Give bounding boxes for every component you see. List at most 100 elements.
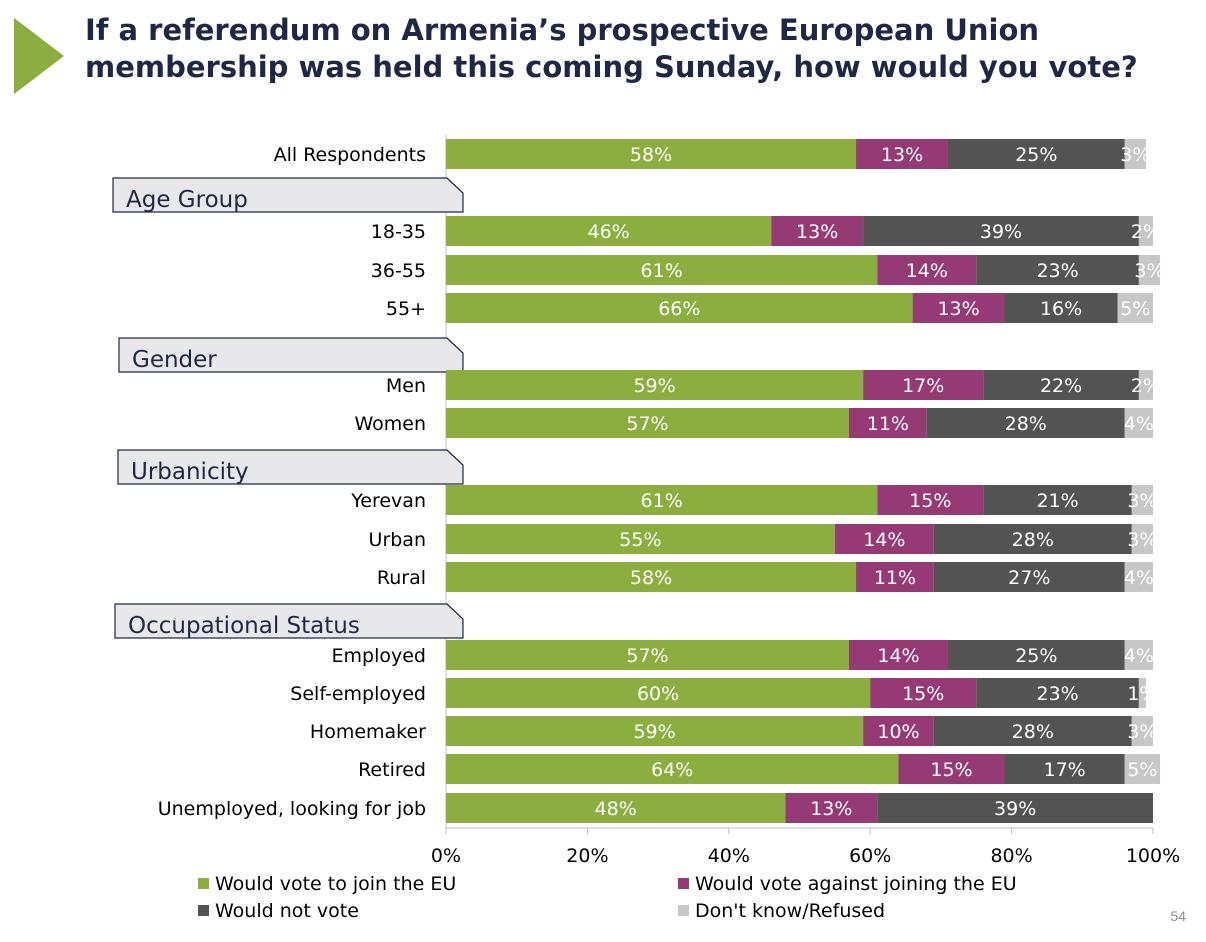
data-label-join: 61% — [641, 260, 683, 282]
bar-segment-against — [912, 293, 1005, 323]
bar-segment-join — [446, 139, 857, 169]
bar-segment-not-vote — [947, 139, 1125, 169]
x-tick-label: 0% — [431, 845, 461, 867]
row-label: Women — [354, 413, 426, 435]
data-label-not-vote: 28% — [1012, 529, 1054, 551]
data-label-join: 58% — [630, 144, 672, 166]
data-label-dont-know: 3% — [1127, 529, 1157, 551]
group-header-box — [117, 449, 464, 485]
row-label: Men — [386, 375, 426, 397]
bar-segment-join — [446, 485, 878, 515]
bar-segment-dont-know — [1138, 255, 1161, 285]
bar-segment-join — [446, 716, 864, 746]
data-label-dont-know: 2% — [1131, 221, 1161, 243]
bar-segment-against — [848, 408, 927, 438]
bar-segment-join — [446, 524, 835, 554]
bar-segment-not-vote — [976, 255, 1139, 285]
bar-segment-not-vote — [983, 370, 1139, 400]
bar-segment-against — [877, 485, 984, 515]
bar-segment-not-vote — [877, 793, 1153, 823]
row-label: Rural — [377, 567, 426, 589]
row-label: All Respondents — [274, 144, 426, 166]
data-label-against: 15% — [930, 759, 972, 781]
arrow-shape — [14, 18, 64, 94]
data-label-not-vote: 22% — [1040, 375, 1082, 397]
legend-item-join: Would vote to join the EU — [198, 873, 456, 895]
bar-segment-dont-know — [1138, 216, 1153, 246]
group-header-box — [114, 603, 464, 639]
bar-segment-join — [446, 255, 878, 285]
row-label: Self-employed — [290, 683, 426, 705]
group-header-label: Age Group — [126, 187, 248, 213]
bar-segment-not-vote — [947, 640, 1125, 670]
legend-label-dont-know: Don't know/Refused — [695, 900, 886, 922]
row-label: Employed — [332, 645, 426, 667]
x-tick-label: 100% — [1126, 845, 1180, 867]
bar-segment-not-vote — [933, 562, 1125, 592]
bar-segment-join — [446, 408, 849, 438]
row-label: Unemployed, looking for job — [158, 798, 426, 820]
bar-segment-not-vote — [926, 408, 1125, 438]
row-label: 55+ — [386, 298, 426, 320]
data-label-dont-know: 4% — [1124, 413, 1154, 435]
data-label-join: 61% — [641, 490, 683, 512]
legend-item-against: Would vote against joining the EU — [678, 873, 1017, 895]
bar-segment-dont-know — [1124, 754, 1161, 784]
row-label: Yerevan — [350, 490, 426, 512]
x-tick-label: 80% — [990, 845, 1032, 867]
data-label-dont-know: 4% — [1124, 567, 1154, 589]
x-tick-label: 60% — [849, 845, 891, 867]
bar-segment-not-vote — [1004, 293, 1118, 323]
title-line-2: membership was held this coming Sunday, … — [85, 50, 1138, 84]
data-label-not-vote: 27% — [1008, 567, 1050, 589]
data-label-not-vote: 39% — [980, 221, 1022, 243]
data-label-dont-know: 1% — [1127, 683, 1157, 705]
legend-swatch-not-vote — [198, 905, 209, 916]
group-header-box — [112, 177, 464, 213]
data-label-against: 15% — [909, 490, 951, 512]
bar-segment-against — [771, 216, 864, 246]
bar-segment-join — [446, 640, 849, 670]
bar-segment-against — [870, 678, 977, 708]
data-label-against: 15% — [902, 683, 944, 705]
bar-segment-join — [446, 754, 899, 784]
bar-segment-join — [446, 370, 864, 400]
arrow-icon — [14, 18, 64, 94]
data-label-against: 10% — [877, 721, 919, 743]
bar-segment-dont-know — [1117, 293, 1153, 323]
row-label: 36-55 — [371, 260, 426, 282]
legend-label-against: Would vote against joining the EU — [695, 873, 1017, 895]
data-label-not-vote: 16% — [1040, 298, 1082, 320]
bar-segment-against — [898, 754, 1005, 784]
bar-segment-not-vote — [933, 716, 1132, 746]
data-label-join: 58% — [630, 567, 672, 589]
bar-segment-against — [785, 793, 878, 823]
data-label-dont-know: 5% — [1120, 298, 1150, 320]
data-label-against: 14% — [877, 645, 919, 667]
bar-segment-dont-know — [1124, 640, 1153, 670]
bar-segment-join — [446, 678, 871, 708]
data-label-join: 66% — [658, 298, 700, 320]
x-tick-label: 20% — [566, 845, 608, 867]
data-label-join: 48% — [595, 798, 637, 820]
bar-segment-join — [446, 793, 786, 823]
data-label-join: 57% — [626, 413, 668, 435]
bar-segment-against — [877, 255, 977, 285]
bar-segment-not-vote — [1004, 754, 1125, 784]
bar-segment-against — [856, 139, 948, 169]
bar-segment-against — [863, 716, 934, 746]
data-label-against: 17% — [902, 375, 944, 397]
bar-segment-not-vote — [976, 678, 1139, 708]
data-label-dont-know: 3% — [1127, 721, 1157, 743]
data-label-not-vote: 21% — [1036, 490, 1078, 512]
bar-segment-not-vote — [863, 216, 1139, 246]
legend-swatch-against — [678, 878, 689, 889]
data-label-against: 14% — [863, 529, 905, 551]
bar-segment-join — [446, 216, 772, 246]
data-label-join: 55% — [619, 529, 661, 551]
data-label-against: 13% — [796, 221, 838, 243]
data-label-against: 13% — [881, 144, 923, 166]
data-label-join: 60% — [637, 683, 679, 705]
data-label-join: 57% — [626, 645, 668, 667]
bar-segment-dont-know — [1124, 562, 1153, 592]
